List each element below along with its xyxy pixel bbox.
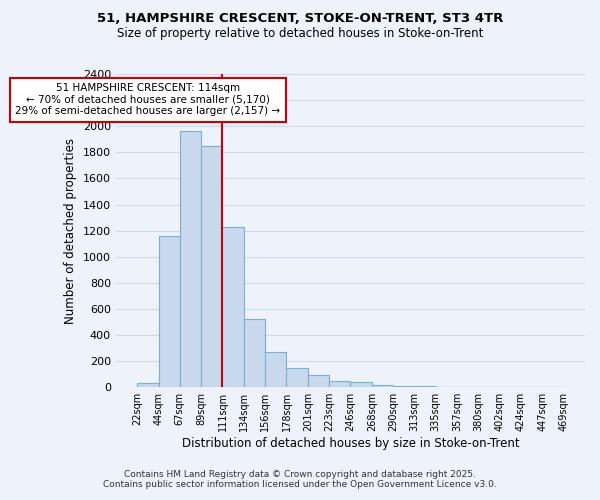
Bar bbox=[244, 320, 265, 387]
Bar bbox=[223, 226, 244, 387]
Bar bbox=[329, 382, 350, 387]
Text: 51, HAMPSHIRE CRESCENT, STOKE-ON-TRENT, ST3 4TR: 51, HAMPSHIRE CRESCENT, STOKE-ON-TRENT, … bbox=[97, 12, 503, 26]
Bar bbox=[457, 386, 478, 387]
Bar bbox=[180, 132, 201, 387]
X-axis label: Distribution of detached houses by size in Stoke-on-Trent: Distribution of detached houses by size … bbox=[182, 437, 519, 450]
Bar bbox=[201, 146, 223, 387]
Bar bbox=[350, 382, 372, 387]
Bar bbox=[286, 368, 308, 387]
Bar bbox=[265, 352, 286, 387]
Text: 51 HAMPSHIRE CRESCENT: 114sqm
← 70% of detached houses are smaller (5,170)
29% o: 51 HAMPSHIRE CRESCENT: 114sqm ← 70% of d… bbox=[15, 83, 280, 116]
Bar bbox=[393, 386, 415, 387]
Bar bbox=[415, 386, 436, 387]
Text: Size of property relative to detached houses in Stoke-on-Trent: Size of property relative to detached ho… bbox=[117, 28, 483, 40]
Bar bbox=[478, 386, 500, 387]
Bar bbox=[137, 384, 158, 387]
Bar bbox=[542, 386, 563, 387]
Bar bbox=[158, 236, 180, 387]
Bar bbox=[436, 386, 457, 387]
Bar bbox=[372, 384, 393, 387]
Bar bbox=[308, 376, 329, 387]
Y-axis label: Number of detached properties: Number of detached properties bbox=[64, 138, 77, 324]
Text: Contains HM Land Registry data © Crown copyright and database right 2025.
Contai: Contains HM Land Registry data © Crown c… bbox=[103, 470, 497, 489]
Bar bbox=[500, 386, 521, 387]
Bar bbox=[521, 386, 542, 387]
